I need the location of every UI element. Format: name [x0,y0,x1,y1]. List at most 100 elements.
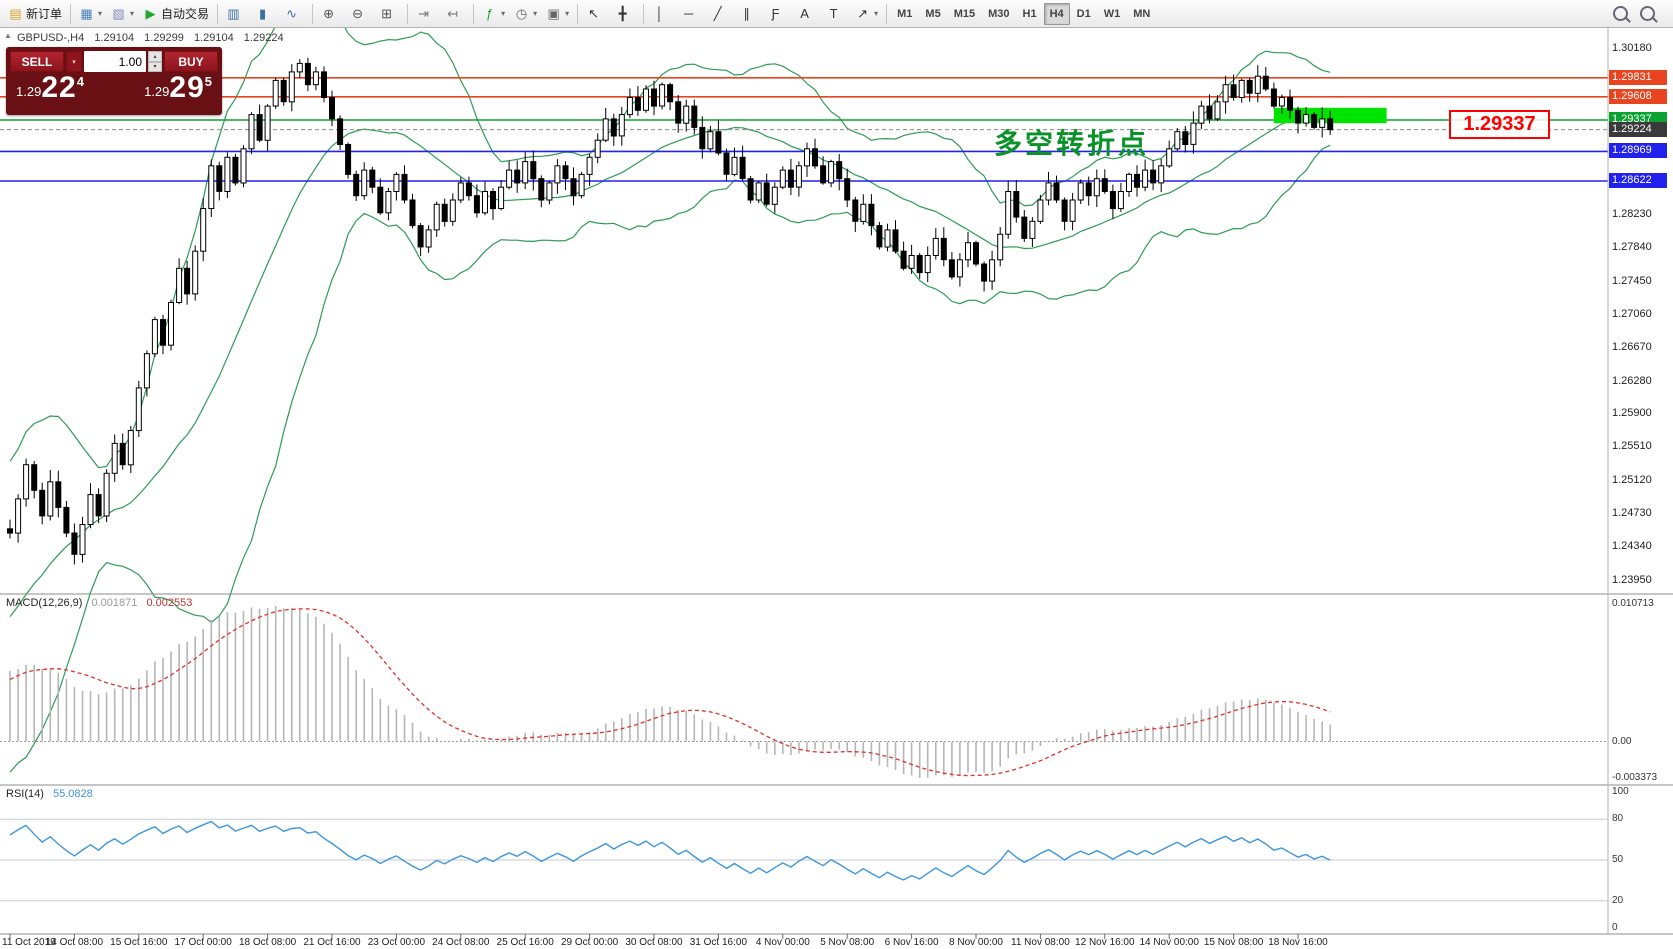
templates-button-dropdown[interactable]: ▾ [565,9,570,18]
tile-windows-button[interactable]: ⊞ [375,2,403,26]
candle-body [55,481,62,508]
candle-body [634,97,641,111]
volume-increase-button[interactable]: ▴ [148,51,162,62]
periods-icon: ◷ [515,5,528,21]
toolbar-separator [70,3,72,24]
crosshair-icon: ╋ [618,5,627,21]
chart-shift-button[interactable]: ↤ [441,2,469,26]
candle-body [675,101,682,124]
crosshair-button[interactable]: ╋ [611,2,639,26]
new-order-button[interactable]: ▤ 新订单 [4,2,66,26]
candle-body [1311,114,1318,128]
candle-body [1214,101,1221,120]
order-type-dropdown[interactable]: ▾ [66,51,82,72]
templates-button[interactable]: ▣ ▾ [542,2,573,26]
new-chart-button-dropdown[interactable]: ▾ [98,9,103,18]
auto-trading-icon: ▶ [145,5,156,21]
horizontal-line-button[interactable]: ─ [677,2,705,26]
candle-body [1005,191,1012,235]
candle-body [1134,173,1140,188]
auto-scroll-icon: ⇥ [418,5,430,21]
arrows-button[interactable]: ↗ ▾ [851,2,882,26]
bar-chart-button[interactable]: ▥ [222,2,250,26]
zoom-out-button[interactable]: ⊖ [346,2,374,26]
text-button[interactable]: A [793,2,821,26]
timeframe-d1-button[interactable]: D1 [1076,7,1091,20]
new-chart-button[interactable]: ▦ ▾ [75,2,106,26]
candle-body [916,255,923,274]
candle-body [820,165,827,184]
candle-body [176,267,183,303]
candle-body [892,229,899,252]
timeframe-m1-button[interactable]: M1 [897,7,913,20]
candle-body [1190,122,1197,145]
candle-body [482,191,488,214]
candle-body [836,161,843,180]
line-chart-button[interactable]: ∿ [280,2,308,26]
trendline-icon: ╱ [713,5,722,21]
candle-body [1013,191,1020,218]
candle-body [546,182,553,201]
candle-body [884,229,891,248]
timeframe-h4-button[interactable]: H4 [1043,2,1070,25]
candle-body [779,169,786,188]
collapse-panel-icon[interactable]: ▲ [4,31,12,40]
arrows-button-dropdown[interactable]: ▾ [874,9,879,18]
periods-button[interactable]: ◷ ▾ [510,2,541,26]
turning-point-annotation[interactable]: 多空转折点 [994,128,1150,159]
zoom-in-button[interactable]: ⊕ [317,2,345,26]
equidistant-channel-button[interactable]: ∥ [735,2,763,26]
rsi-indicator-header: RSI(14) 55.0828 [6,788,99,800]
timeframe-w1-button[interactable]: W1 [1103,7,1121,20]
timeframe-m15-button[interactable]: M15 [953,7,976,20]
candle-body [7,528,13,534]
candlestick-chart-button[interactable]: ▮ [251,2,279,26]
candle-body [23,464,30,500]
profiles-button-dropdown[interactable]: ▾ [130,9,135,18]
candle-body [248,114,255,150]
search-icon[interactable] [1613,6,1628,21]
candle-body [1045,182,1052,201]
fibonacci-button[interactable]: Ƒ [764,2,792,26]
price-annotation-box[interactable]: 1.29337 [1449,110,1550,139]
toolbar-separator [643,3,645,24]
candle-body [119,442,126,466]
candle-body [594,139,601,158]
indicators-button-dropdown[interactable]: ▾ [501,9,506,18]
candle-body [795,165,802,188]
trendline-button[interactable]: ╱ [706,2,734,26]
profiles-button[interactable]: ▧ ▾ [107,2,138,26]
candle-body [409,199,416,227]
text-label-button[interactable]: T [822,2,850,26]
timeframe-h1-button[interactable]: H1 [1022,7,1037,20]
profiles-icon: ▧ [112,5,125,21]
timeframe-m5-button[interactable]: M5 [925,7,941,20]
periods-button-dropdown[interactable]: ▾ [533,9,538,18]
cursor-button[interactable]: ↖ [582,2,610,26]
auto-scroll-button[interactable]: ⇥ [412,2,440,26]
ohlc-low: 1.29104 [193,32,234,44]
vertical-line-button[interactable]: │ [648,2,676,26]
symbol-ohlc-line: GBPUSD-,H4 1.29104 1.29299 1.29104 1.292… [17,32,291,44]
sell-button[interactable]: SELL [10,51,64,72]
candle-body [473,195,480,214]
zoom-out-icon: ⊖ [352,5,364,21]
candle-body [643,88,649,111]
candle-body [997,233,1004,261]
timeframe-m30-button[interactable]: M30 [988,7,1010,20]
candle-body [1109,191,1116,210]
candle-body [715,131,722,154]
timeframe-mn-button[interactable]: MN [1133,7,1151,20]
auto-trading-button[interactable]: ▶ 自动交易 [139,2,213,26]
indicators-button[interactable]: ƒ ▾ [478,2,509,26]
volume-input[interactable]: 1.00 [84,51,146,72]
volume-decrease-button[interactable]: ▾ [148,61,162,72]
candle-body [1319,118,1326,128]
bid-price: 1.29 22 4 [16,73,84,103]
symbol-search-icon[interactable] [1640,6,1655,21]
macd-indicator-header: MACD(12,26,9) 0.001871 0.002553 [6,597,198,609]
candle-body [771,186,778,205]
candle-body [240,148,247,184]
buy-button[interactable]: BUY [164,51,218,72]
